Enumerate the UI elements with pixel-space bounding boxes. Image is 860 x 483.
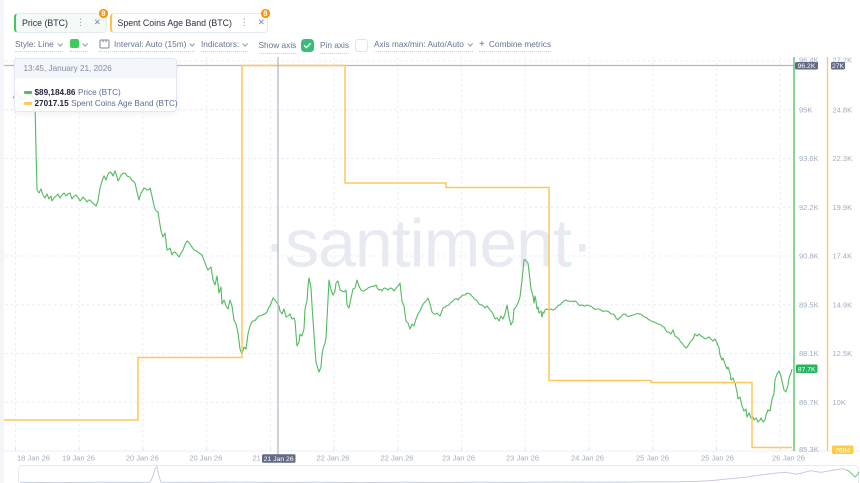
- svg-text:·santiment·: ·santiment·: [263, 206, 592, 282]
- svg-text:95K: 95K: [799, 105, 812, 114]
- svg-text:96.2K: 96.2K: [798, 63, 816, 70]
- svg-text:96.4K: 96.4K: [799, 56, 819, 65]
- svg-text:24 Jan 26: 24 Jan 26: [571, 454, 604, 463]
- svg-text:22.3K: 22.3K: [833, 154, 853, 163]
- svg-text:22 Jan 26: 22 Jan 26: [317, 454, 350, 463]
- svg-text:90.8K: 90.8K: [799, 252, 819, 261]
- svg-text:22 Jan 26: 22 Jan 26: [381, 454, 414, 463]
- svg-text:92.2K: 92.2K: [799, 203, 819, 212]
- svg-text:21 Jan 26: 21 Jan 26: [264, 456, 294, 463]
- svg-text:24.8K: 24.8K: [833, 105, 853, 114]
- svg-text:19 Jan 26: 19 Jan 26: [62, 454, 95, 463]
- svg-text:17.4K: 17.4K: [833, 252, 853, 261]
- svg-text:87.7K: 87.7K: [798, 366, 816, 373]
- svg-text:86.7K: 86.7K: [799, 398, 819, 407]
- svg-text:93.6K: 93.6K: [799, 154, 819, 163]
- svg-text:18 Jan 26: 18 Jan 26: [17, 454, 50, 463]
- svg-text:89.5K: 89.5K: [799, 300, 819, 309]
- svg-text:20 Jan 26: 20 Jan 26: [189, 454, 222, 463]
- svg-text:25 Jan 26: 25 Jan 26: [636, 454, 669, 463]
- svg-text:19.9K: 19.9K: [833, 203, 853, 212]
- svg-text:27.2K: 27.2K: [833, 56, 853, 65]
- svg-text:27K: 27K: [832, 63, 845, 70]
- svg-text:85.3K: 85.3K: [799, 445, 819, 454]
- svg-text:10K: 10K: [833, 398, 846, 407]
- svg-text:20 Jan 26: 20 Jan 26: [126, 454, 159, 463]
- svg-text:14.9K: 14.9K: [833, 300, 853, 309]
- svg-text:88.1K: 88.1K: [799, 349, 819, 358]
- svg-text:23 Jan 26: 23 Jan 26: [506, 454, 539, 463]
- svg-text:26 Jan 26: 26 Jan 26: [772, 454, 805, 463]
- svg-text:7694: 7694: [835, 447, 850, 454]
- svg-text:23 Jan 26: 23 Jan 26: [442, 454, 475, 463]
- svg-text:25 Jan 26: 25 Jan 26: [701, 454, 734, 463]
- svg-text:12.5K: 12.5K: [833, 349, 853, 358]
